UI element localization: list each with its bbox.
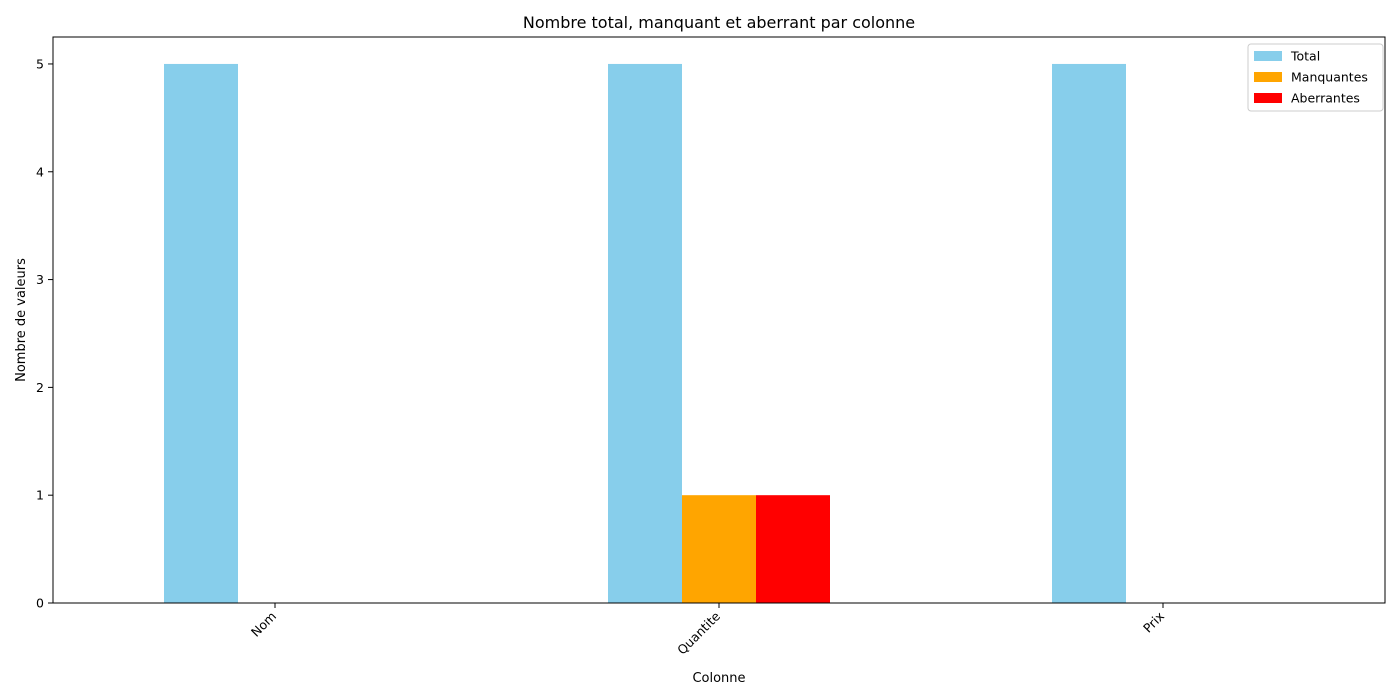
bar-aberrantes-quantite — [756, 495, 830, 603]
y-tick-label: 3 — [36, 272, 44, 287]
legend-label-manquantes: Manquantes — [1291, 70, 1368, 85]
bar-total-nom — [164, 63, 238, 603]
legend-label-aberrantes: Aberrantes — [1291, 91, 1360, 106]
legend-label-total: Total — [1290, 49, 1320, 64]
x-tick-label: Quantite — [674, 608, 723, 657]
x-tick-label: Nom — [248, 609, 279, 640]
y-tick-label: 1 — [36, 488, 44, 503]
bar-total-prix — [1052, 63, 1126, 603]
x-axis-label: Colonne — [692, 671, 745, 686]
y-tick-label: 5 — [36, 56, 44, 71]
plot-frame — [52, 36, 1386, 604]
legend-swatch-total — [1254, 51, 1282, 61]
bars-group — [164, 63, 1126, 603]
y-tick-label: 0 — [36, 596, 44, 611]
bar-manquantes-quantite — [682, 495, 756, 603]
bar-total-quantite — [608, 63, 682, 603]
y-tick-label: 4 — [36, 164, 44, 179]
y-axis-label: Nombre de valeurs — [14, 258, 29, 382]
y-axis: 0 1 2 3 4 5 — [36, 56, 53, 611]
legend-swatch-aberrantes — [1254, 93, 1282, 103]
y-tick-label: 2 — [36, 380, 44, 395]
legend: Total Manquantes Aberrantes — [1247, 43, 1384, 112]
chart-title: Nombre total, manquant et aberrant par c… — [523, 13, 915, 32]
legend-swatch-manquantes — [1254, 72, 1282, 82]
x-tick-label: Prix — [1140, 609, 1167, 636]
x-axis: Nom Quantite Prix — [248, 603, 1167, 658]
